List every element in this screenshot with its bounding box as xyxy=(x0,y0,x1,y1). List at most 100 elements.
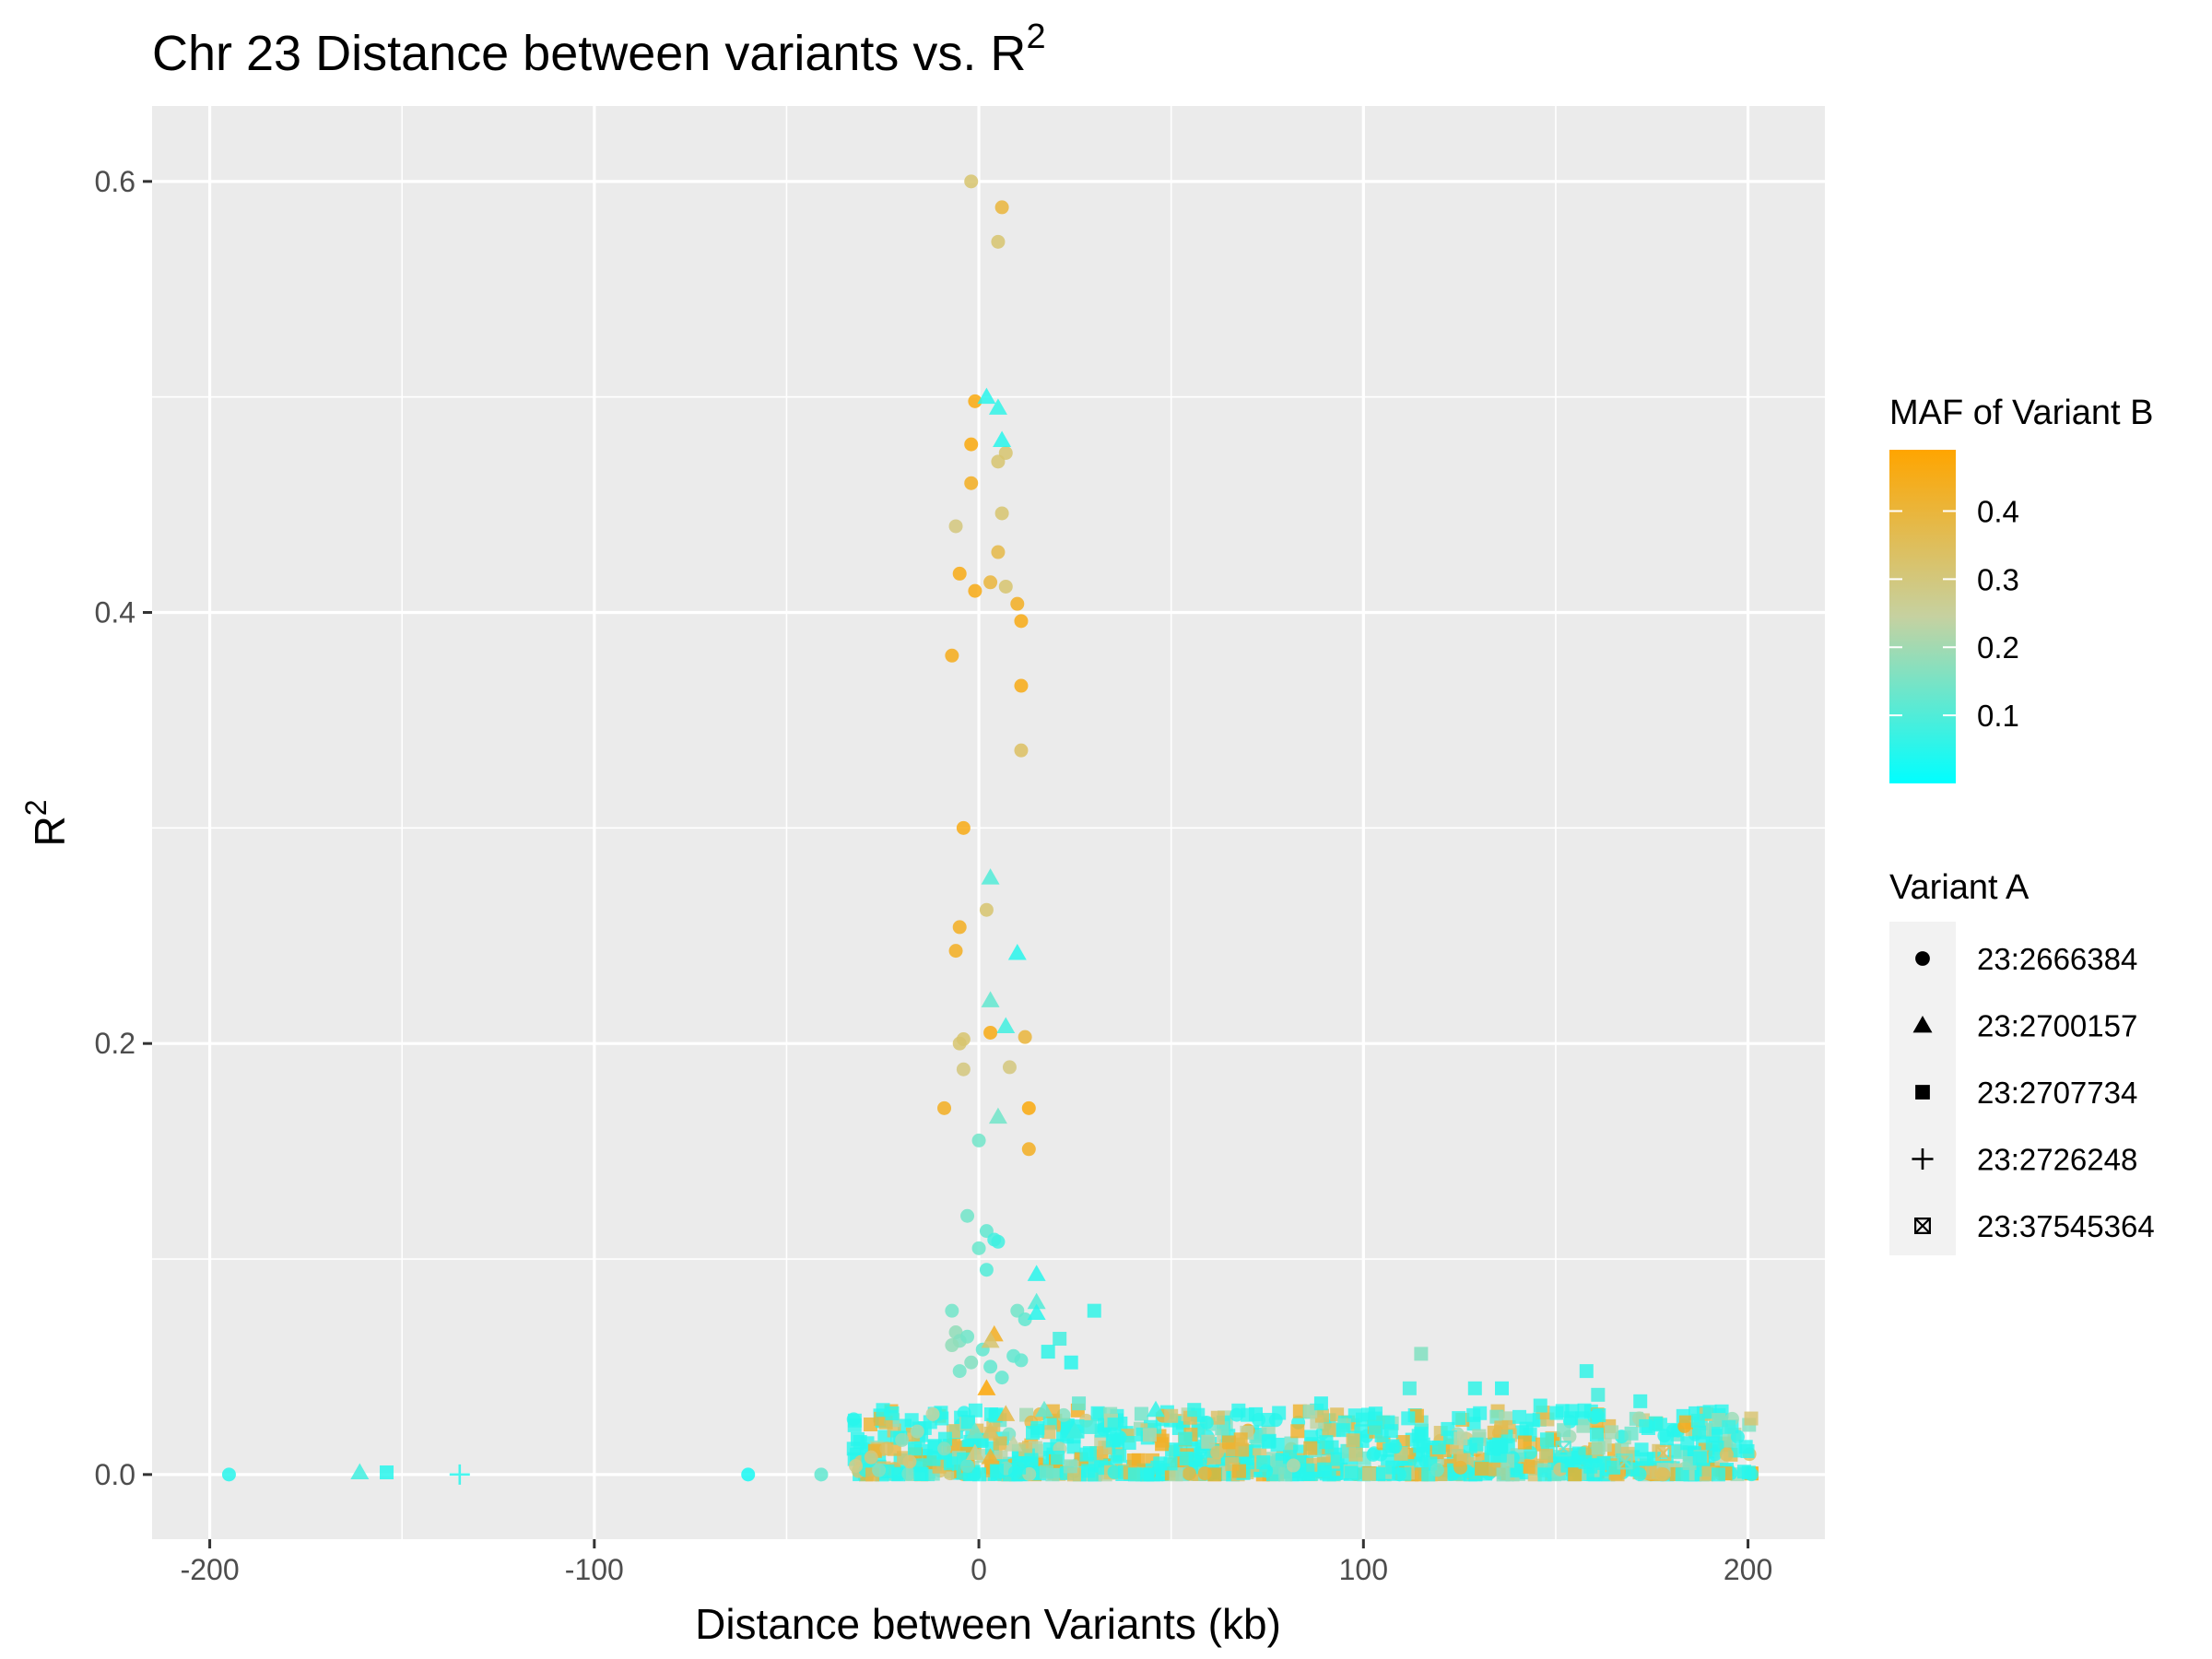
data-point xyxy=(998,579,1013,594)
dense-band-point xyxy=(1303,1441,1318,1455)
dense-band-point xyxy=(1346,1433,1360,1448)
data-point xyxy=(1617,1453,1633,1470)
dense-band-point xyxy=(1348,1447,1363,1462)
chart-title-superscript: 2 xyxy=(1026,18,1045,56)
dense-band-point xyxy=(1278,1467,1293,1482)
data-point xyxy=(965,1443,984,1460)
dense-band-point xyxy=(983,1407,998,1422)
data-point xyxy=(1027,1292,1046,1310)
dense-band-point xyxy=(1411,1429,1426,1443)
data-point xyxy=(994,506,1009,521)
dense-band-point xyxy=(1711,1467,1725,1482)
data-point xyxy=(1065,1422,1085,1439)
data-point xyxy=(380,1465,394,1480)
dense-band-point xyxy=(901,1466,916,1481)
dense-band-point xyxy=(1452,1411,1466,1426)
data-point xyxy=(956,820,971,835)
data-point xyxy=(1368,1411,1382,1426)
data-point xyxy=(979,902,994,917)
data-point xyxy=(1007,943,1027,960)
dense-band-point xyxy=(1431,1440,1446,1454)
data-point xyxy=(814,1467,829,1482)
data-point xyxy=(1147,1400,1165,1418)
data-point xyxy=(981,1331,1000,1348)
data-point xyxy=(996,1017,1016,1033)
y-tick-label: 0.6 xyxy=(95,165,135,198)
shape-legend-label: 23:2700157 xyxy=(1977,1009,2137,1043)
dense-band-point xyxy=(1414,1456,1429,1471)
dense-band-point xyxy=(1256,1455,1271,1470)
dense-band-point xyxy=(1430,1463,1444,1477)
data-point xyxy=(983,575,998,590)
data-point xyxy=(964,437,979,452)
shape-legend-title: Variant A xyxy=(1889,868,2030,907)
dense-band-point xyxy=(1492,1448,1507,1463)
dense-band-point xyxy=(1314,1408,1329,1423)
dense-band-point xyxy=(1557,1423,1571,1438)
dense-band-point xyxy=(1605,1425,1619,1440)
y-tick-label: 0.4 xyxy=(95,596,135,629)
data-point xyxy=(1014,614,1029,629)
dense-band-point xyxy=(1576,1418,1591,1433)
data-point xyxy=(945,1338,959,1353)
data-point xyxy=(1083,1419,1098,1434)
dense-band-point xyxy=(1397,1466,1412,1481)
y-axis-label-text: R xyxy=(26,816,74,846)
data-point xyxy=(965,1422,984,1439)
dense-band-point xyxy=(1007,1465,1022,1480)
data-point xyxy=(991,234,1006,249)
dense-band-point xyxy=(876,1403,890,1418)
dense-band-point xyxy=(1744,1411,1759,1426)
data-point xyxy=(910,1424,924,1439)
color-legend-ticks: 0.1 0.2 0.3 0.4 xyxy=(1889,494,2019,733)
dense-band-point xyxy=(1056,1407,1071,1422)
dense-band-point xyxy=(1235,1442,1250,1457)
data-point xyxy=(988,398,1007,415)
dense-band-point xyxy=(1322,1423,1336,1438)
dense-band-point xyxy=(853,1435,867,1450)
dense-band-point xyxy=(963,1434,978,1449)
data-point xyxy=(994,1371,1009,1385)
dense-band-point xyxy=(1453,1431,1468,1446)
dense-band-point xyxy=(926,1452,941,1466)
data-point xyxy=(221,1467,236,1482)
dense-band-point xyxy=(1469,1437,1484,1452)
data-point xyxy=(981,1422,1000,1439)
dense-band-point xyxy=(1178,1431,1193,1446)
dense-band-point xyxy=(1719,1447,1734,1462)
data-point xyxy=(960,1329,975,1344)
dense-band-point xyxy=(1525,1413,1540,1428)
dense-band-point xyxy=(1231,1464,1246,1478)
dense-band-point xyxy=(1606,1460,1621,1475)
data-point xyxy=(1187,1403,1202,1418)
dense-band-point xyxy=(1361,1466,1376,1481)
data-point xyxy=(1655,1444,1672,1462)
data-point xyxy=(1414,1347,1429,1361)
dense-band-point xyxy=(1210,1445,1225,1460)
data-point xyxy=(977,387,996,405)
dense-band-point xyxy=(1356,1412,1371,1427)
data-point xyxy=(1313,1396,1328,1411)
dense-band-point xyxy=(1155,1433,1170,1448)
dense-band-point xyxy=(1383,1424,1398,1439)
data-point xyxy=(983,1025,998,1040)
data-point xyxy=(1035,1400,1053,1418)
dense-band-point xyxy=(1317,1462,1332,1477)
data-point xyxy=(1021,1142,1036,1157)
dense-band-point xyxy=(1537,1467,1552,1482)
dense-band-point xyxy=(1110,1431,1124,1446)
dense-band-point xyxy=(1738,1440,1753,1454)
data-point xyxy=(971,1133,986,1147)
data-point xyxy=(1495,1381,1510,1395)
data-point xyxy=(1248,1406,1263,1421)
dense-band-point xyxy=(913,1466,928,1481)
data-point xyxy=(872,1463,887,1477)
dense-band-point xyxy=(989,1463,1004,1477)
data-point xyxy=(879,1441,894,1456)
dense-band-point xyxy=(1112,1449,1127,1464)
dense-band-point xyxy=(1568,1467,1583,1482)
dense-band-point xyxy=(1018,1442,1033,1457)
shape-legend-entries: 23:2666384 23:2700157 23:2707734 23:2726248… xyxy=(1912,942,2155,1243)
data-point xyxy=(991,1234,1006,1249)
dense-band-point xyxy=(1319,1435,1334,1450)
